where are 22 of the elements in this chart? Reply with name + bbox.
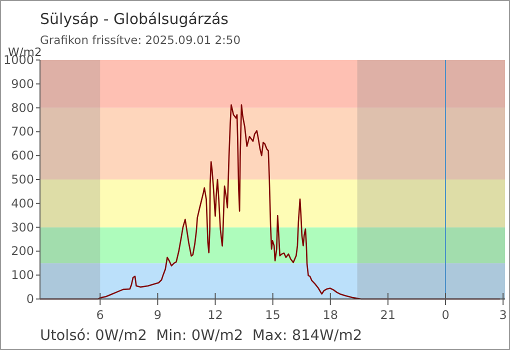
text: Utolsó: 0W/m2 Min: 0W/m2 Max: 814W/m2 <box>40 328 362 344</box>
x-tick-label: 15 <box>265 308 280 322</box>
y-tick-label: 0 <box>26 292 34 306</box>
y-tick-label: 600 <box>11 148 34 163</box>
y-tick-label: 100 <box>11 268 34 282</box>
y-tick-label: 800 <box>11 100 34 115</box>
y-tick-label: 300 <box>11 220 34 234</box>
x-tick-label: 3 <box>499 308 507 322</box>
y-tick-label: 400 <box>11 196 34 210</box>
x-tick-label: 18 <box>322 308 338 322</box>
y-tick-label: 500 <box>11 172 34 186</box>
x-tick-label: 21 <box>380 308 396 322</box>
x-tick-label: 0 <box>442 308 450 322</box>
y-axis-title: W/m2 <box>8 45 42 59</box>
y-tick-label: 700 <box>11 124 34 139</box>
chart-subtitle: Grafikon frissítve: 2025.09.01 2:50 <box>40 33 241 47</box>
chart-title: Sülysáp - Globálsugárzás <box>40 10 229 28</box>
x-tick-label: 6 <box>96 308 104 322</box>
y-tick-label: 900 <box>11 76 34 91</box>
y-tick-label: 200 <box>11 244 34 258</box>
x-tick-label: 12 <box>208 308 223 322</box>
x-tick-label: 9 <box>154 308 162 322</box>
